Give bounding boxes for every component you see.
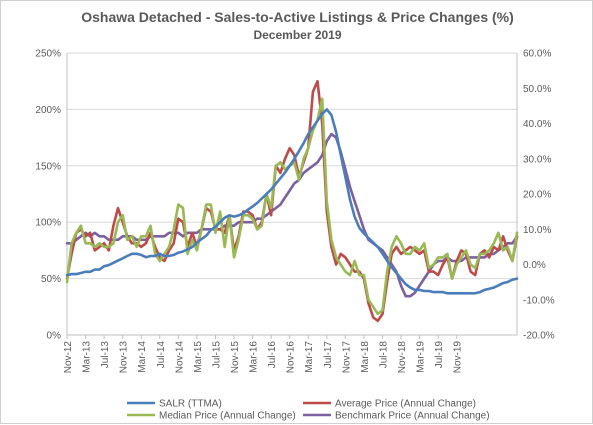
x-tick-label: Jul-19: [434, 341, 445, 369]
x-tick-label: Jul-14: [156, 341, 167, 369]
chart-subtitle: December 2019: [253, 28, 342, 42]
right-tick-label: -20.0%: [523, 331, 555, 342]
left-tick-label: 200%: [35, 105, 61, 116]
series-lines: [65, 79, 519, 323]
x-tick-label: Nov-12: [63, 341, 74, 374]
legend: SALR (TTMA) Average Price (Annual Change)…: [127, 399, 490, 422]
x-tick-label: Mar-18: [360, 341, 371, 373]
gridlines: [66, 52, 518, 336]
x-tick-label: Mar-16: [249, 341, 260, 373]
series-line-1: [65, 79, 519, 323]
left-tick-label: 50%: [41, 274, 61, 285]
right-tick-label: 60.0%: [523, 49, 551, 60]
series-line-0: [65, 108, 519, 295]
right-tick-label: 40.0%: [523, 119, 551, 130]
legend-label: SALR (TTMA): [159, 399, 222, 410]
x-tick-label: Jul-15: [211, 341, 222, 369]
x-tick-label: Nov-13: [119, 341, 130, 374]
right-tick-label: 50.0%: [523, 84, 551, 95]
right-tick-label: 10.0%: [523, 225, 551, 236]
x-tick-label: Jul-16: [267, 341, 278, 369]
x-axis: Nov-12 Mar-13 Jul-13 Nov-13 Mar-14 Jul-14 Nov-…: [63, 335, 464, 373]
right-tick-label: 0.0%: [523, 260, 546, 271]
left-tick-label: 250%: [35, 49, 61, 60]
x-tick-label: Mar-15: [193, 341, 204, 373]
right-axis: -20.0% -10.0% 0.0% 10.0% 20.0% 30.0% 40.0% 50.0…: [523, 49, 555, 342]
x-tick-label: Jul-13: [100, 341, 111, 369]
legend-label: Average Price (Annual Change): [335, 399, 476, 410]
right-tick-label: 20.0%: [523, 190, 551, 201]
x-tick-label: Jul-17: [323, 341, 334, 369]
x-tick-label: Mar-19: [416, 341, 427, 373]
x-tick-label: Nov-14: [174, 341, 185, 374]
x-tick-label: Nov-15: [230, 341, 241, 374]
legend-label: Median Price (Annual Change): [159, 411, 296, 422]
series-line-2: [65, 97, 519, 316]
x-tick-label: Jul-18: [378, 341, 389, 369]
legend-label: Benchmark Price (Annual Change): [335, 411, 490, 422]
series-line-3: [65, 132, 519, 298]
left-axis: 0% 50% 100% 150% 200% 250%: [35, 49, 61, 342]
x-tick-label: Nov-17: [341, 341, 352, 374]
x-tick-label: Nov-16: [286, 341, 297, 374]
x-tick-label: Nov-18: [397, 341, 408, 374]
right-tick-label: 30.0%: [523, 154, 551, 165]
right-tick-label: -10.0%: [523, 295, 555, 306]
left-tick-label: 150%: [35, 161, 61, 172]
chart-title: Oshawa Detached - Sales-to-Active Listin…: [81, 9, 514, 25]
x-tick-label: Nov-19: [453, 341, 464, 374]
left-tick-label: 100%: [35, 218, 61, 229]
left-tick-label: 0%: [47, 331, 62, 342]
x-tick-label: Mar-13: [82, 341, 93, 373]
x-tick-label: Mar-17: [304, 341, 315, 373]
x-tick-label: Mar-14: [137, 341, 148, 373]
